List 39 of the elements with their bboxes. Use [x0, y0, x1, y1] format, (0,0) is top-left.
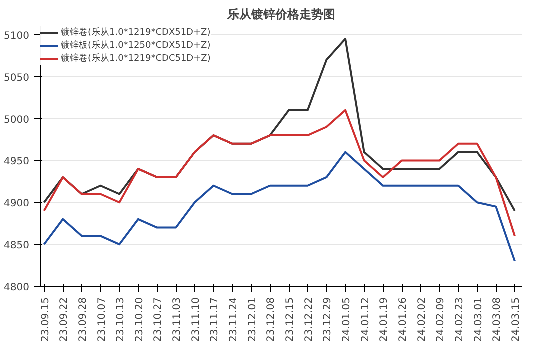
x-tick-label: 24.02.09: [436, 298, 447, 342]
x-tick-label: 23.11.24: [228, 298, 240, 342]
x-tick-label: 23.12.29: [322, 298, 334, 342]
y-tick-label: 4800: [4, 282, 30, 294]
legend-label: 镀锌卷(乐从1.0*1219*CDC51D+Z): [61, 52, 211, 65]
x-tick-label: 24.02.02: [416, 298, 428, 342]
x-tick-label: 23.11.17: [210, 298, 221, 342]
x-tick-label: 23.12.15: [285, 298, 296, 342]
x-tick-label: 23.09.28: [78, 298, 89, 342]
y-tick-label: 5000: [4, 114, 30, 126]
x-tick-label: 23.11.03: [172, 298, 184, 342]
x-tick-label: 23.10.13: [116, 298, 127, 342]
y-tick-label: 5100: [4, 30, 30, 42]
y-tick-label: 4850: [4, 240, 30, 252]
x-tick-label: 24.01.19: [379, 298, 390, 342]
x-tick-label: 23.10.27: [153, 298, 164, 342]
y-tick-label: 5050: [4, 72, 30, 84]
x-tick-label: 24.01.05: [342, 298, 353, 342]
chart-title: 乐从镀锌价格走势图: [226, 8, 336, 22]
x-tick-label: 24.03.15: [510, 298, 522, 342]
y-tick-label: 4950: [4, 156, 30, 168]
x-tick-label: 24.03.08: [492, 298, 504, 342]
line-series: [43, 109, 516, 238]
x-tick-label: 24.02.23: [454, 298, 466, 342]
x-tick-label: 24.01.12: [360, 298, 372, 342]
x-tick-label: 23.11.10: [190, 298, 202, 342]
legend-label: 镀锌板(乐从1.0*1250*CDX51D+Z): [61, 40, 211, 52]
x-tick-label: 23.09.15: [40, 298, 52, 342]
y-tick-label: 4900: [4, 198, 30, 210]
x-tick-label: 23.12.01: [247, 298, 258, 342]
legend-label: 镀锌卷(乐从1.0*1219*CDX51D+Z): [61, 26, 211, 39]
x-tick-label: 23.12.22: [304, 298, 315, 342]
x-tick-label: 23.09.22: [59, 298, 70, 342]
x-tick-label: 24.01.26: [398, 298, 409, 342]
x-tick-label: 23.12.08: [266, 298, 278, 342]
x-tick-label: 23.10.20: [134, 298, 146, 342]
x-tick-label: 23.10.07: [96, 298, 108, 342]
x-tick-label: 24.03.01: [473, 298, 484, 342]
line-series: [43, 151, 516, 262]
